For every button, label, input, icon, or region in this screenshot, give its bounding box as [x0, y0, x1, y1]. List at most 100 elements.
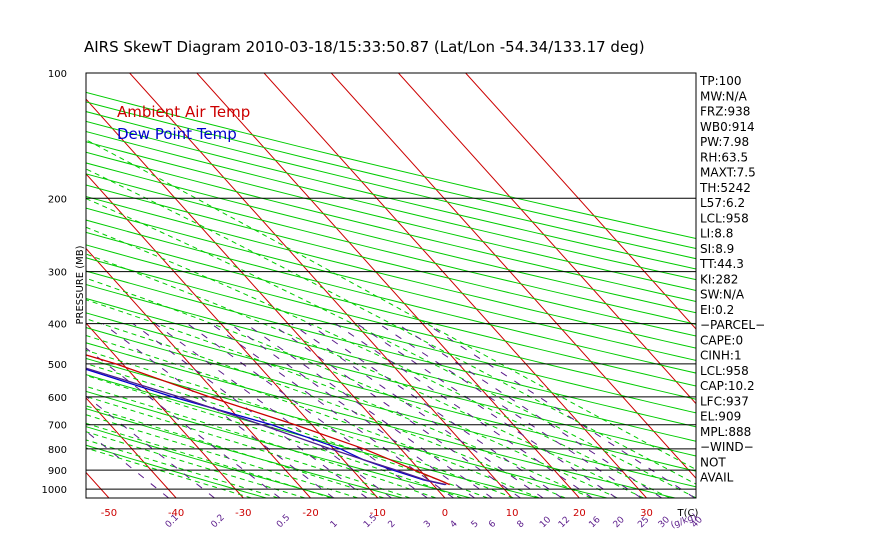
index-label: −PARCEL− — [700, 318, 765, 332]
dry-adiabat-line — [86, 444, 267, 498]
moist-adiabat-line — [86, 253, 644, 498]
isotherm-line — [129, 73, 513, 498]
isotherm-line — [86, 98, 446, 498]
index-label: LCL:958 — [700, 364, 749, 378]
isotherm-line — [0, 73, 42, 498]
index-label: PW:7.98 — [700, 135, 749, 149]
isotherm-line — [86, 247, 311, 498]
bottom-temp-tick-label: -50 — [101, 508, 117, 519]
moist-adiabat-line — [86, 374, 462, 498]
isotherm-line — [465, 73, 696, 330]
pressure-tick-label: 500 — [48, 360, 67, 371]
index-label: EL:909 — [700, 410, 741, 424]
dry-adiabat-line — [86, 327, 696, 488]
dry-adiabat-line — [86, 390, 471, 498]
pressure-tick-label: 900 — [48, 466, 67, 477]
pressure-tick-label: 600 — [48, 393, 67, 404]
index-label: KI:282 — [700, 272, 738, 286]
index-label: −WIND− — [700, 440, 754, 454]
legend-ambient-air-temp: Ambient Air Temp — [117, 103, 250, 121]
bottom-temp-tick-label: 0 — [442, 508, 448, 519]
axis-ticks: 1002003004005006007008009001000-120-110-… — [42, 69, 706, 531]
mixing-ratio-line — [187, 323, 428, 498]
moist-adiabat-line — [86, 277, 618, 498]
pressure-tick-label: 700 — [48, 421, 67, 432]
mixing-ratio-line — [334, 323, 593, 498]
dry-adiabat-line — [86, 184, 696, 337]
moist-adiabat-line — [86, 349, 514, 498]
moist-adiabat-line — [86, 439, 279, 498]
moist-adiabat-line — [86, 334, 540, 498]
isotherm-line — [86, 471, 110, 498]
grid-lines — [0, 73, 696, 498]
index-label: WB0:914 — [700, 120, 755, 134]
bottom-temp-tick-label: 10 — [506, 508, 519, 519]
bottom-temp-tick-label: -40 — [168, 508, 184, 519]
chart-title: AIRS SkewT Diagram 2010-03-18/15:33:50.8… — [84, 38, 645, 56]
index-label: LCL:958 — [700, 211, 749, 225]
bottom-temp-tick-label: 30 — [640, 508, 653, 519]
moist-adiabat-line — [86, 395, 411, 498]
dry-adiabat-line — [86, 426, 335, 498]
dry-adiabat-line — [86, 101, 696, 249]
index-label: SI:8.9 — [700, 242, 734, 256]
moist-adiabat-line — [86, 226, 671, 498]
moist-adiabat-line — [86, 139, 696, 471]
dry-adiabat-line — [86, 374, 539, 498]
index-label: MAXT:7.5 — [700, 166, 756, 180]
moist-adiabat-line — [86, 405, 385, 498]
dry-adiabat-line — [86, 207, 696, 361]
mixing-ratio-tick-label: 12 — [557, 515, 572, 530]
mixing-ratio-line — [245, 323, 493, 498]
temp-unit-label: T(C) — [677, 508, 699, 519]
data-series — [86, 354, 450, 486]
plot-frame — [85, 72, 697, 499]
pressure-tick-label: 800 — [48, 445, 67, 456]
dry-adiabat-line — [86, 130, 696, 281]
legend: Ambient Air Temp Dew Point Temp — [117, 103, 250, 143]
index-label: RH:63.5 — [700, 150, 748, 164]
pressure-tick-label: 100 — [48, 69, 67, 80]
dry-adiabat-line — [86, 195, 696, 349]
mixing-ratio-line — [154, 323, 392, 498]
dry-adiabat-line — [86, 120, 696, 270]
mixing-ratio-tick-label: 20 — [612, 515, 627, 530]
pressure-tick-label: 300 — [48, 268, 67, 279]
mixing-ratio-tick-label: 6 — [487, 519, 498, 530]
index-label: CAP:10.2 — [700, 379, 755, 393]
mixing-ratio-line — [378, 323, 642, 498]
mixing-ratio-line — [86, 347, 281, 498]
index-label: L57:6.2 — [700, 196, 745, 210]
mixing-ratio-tick-label: 10 — [538, 515, 553, 530]
pressure-tick-label: 200 — [48, 194, 67, 205]
dry-adiabat-line — [86, 270, 696, 428]
index-label: CAPE:0 — [700, 333, 743, 347]
index-label: MPL:888 — [700, 425, 751, 439]
dry-adiabat-line — [86, 111, 696, 260]
mixing-ratio-line — [86, 395, 215, 498]
index-label: MW:N/A — [700, 89, 748, 103]
index-label: FRZ:938 — [700, 105, 750, 119]
isotherm-line — [86, 322, 244, 498]
index-label: NOT — [700, 455, 726, 469]
bottom-temp-tick-label: -20 — [302, 508, 318, 519]
mixing-ratio-line — [290, 323, 544, 498]
moist-adiabat-line — [86, 318, 566, 498]
dry-adiabat-line — [86, 173, 696, 325]
mixing-ratio-tick-label: 4 — [449, 519, 460, 530]
ambient-air-temp-line — [86, 354, 450, 486]
isotherm-line — [263, 73, 647, 498]
mixing-ratio-tick-label: 5 — [470, 519, 481, 530]
mixing-ratio-line — [307, 323, 563, 498]
mixing-ratio-line — [229, 323, 475, 498]
mixing-ratio-line — [132, 323, 368, 498]
mixing-ratio-line — [356, 323, 617, 498]
mixing-ratio-line — [86, 430, 169, 498]
dry-adiabat-line — [86, 244, 696, 400]
mixing-ratio-tick-label: 0.2 — [210, 513, 227, 530]
moist-adiabat-line — [86, 385, 437, 498]
dry-adiabat-line — [86, 342, 676, 498]
parcel-line — [86, 367, 447, 486]
dry-adiabat-line — [86, 312, 696, 472]
